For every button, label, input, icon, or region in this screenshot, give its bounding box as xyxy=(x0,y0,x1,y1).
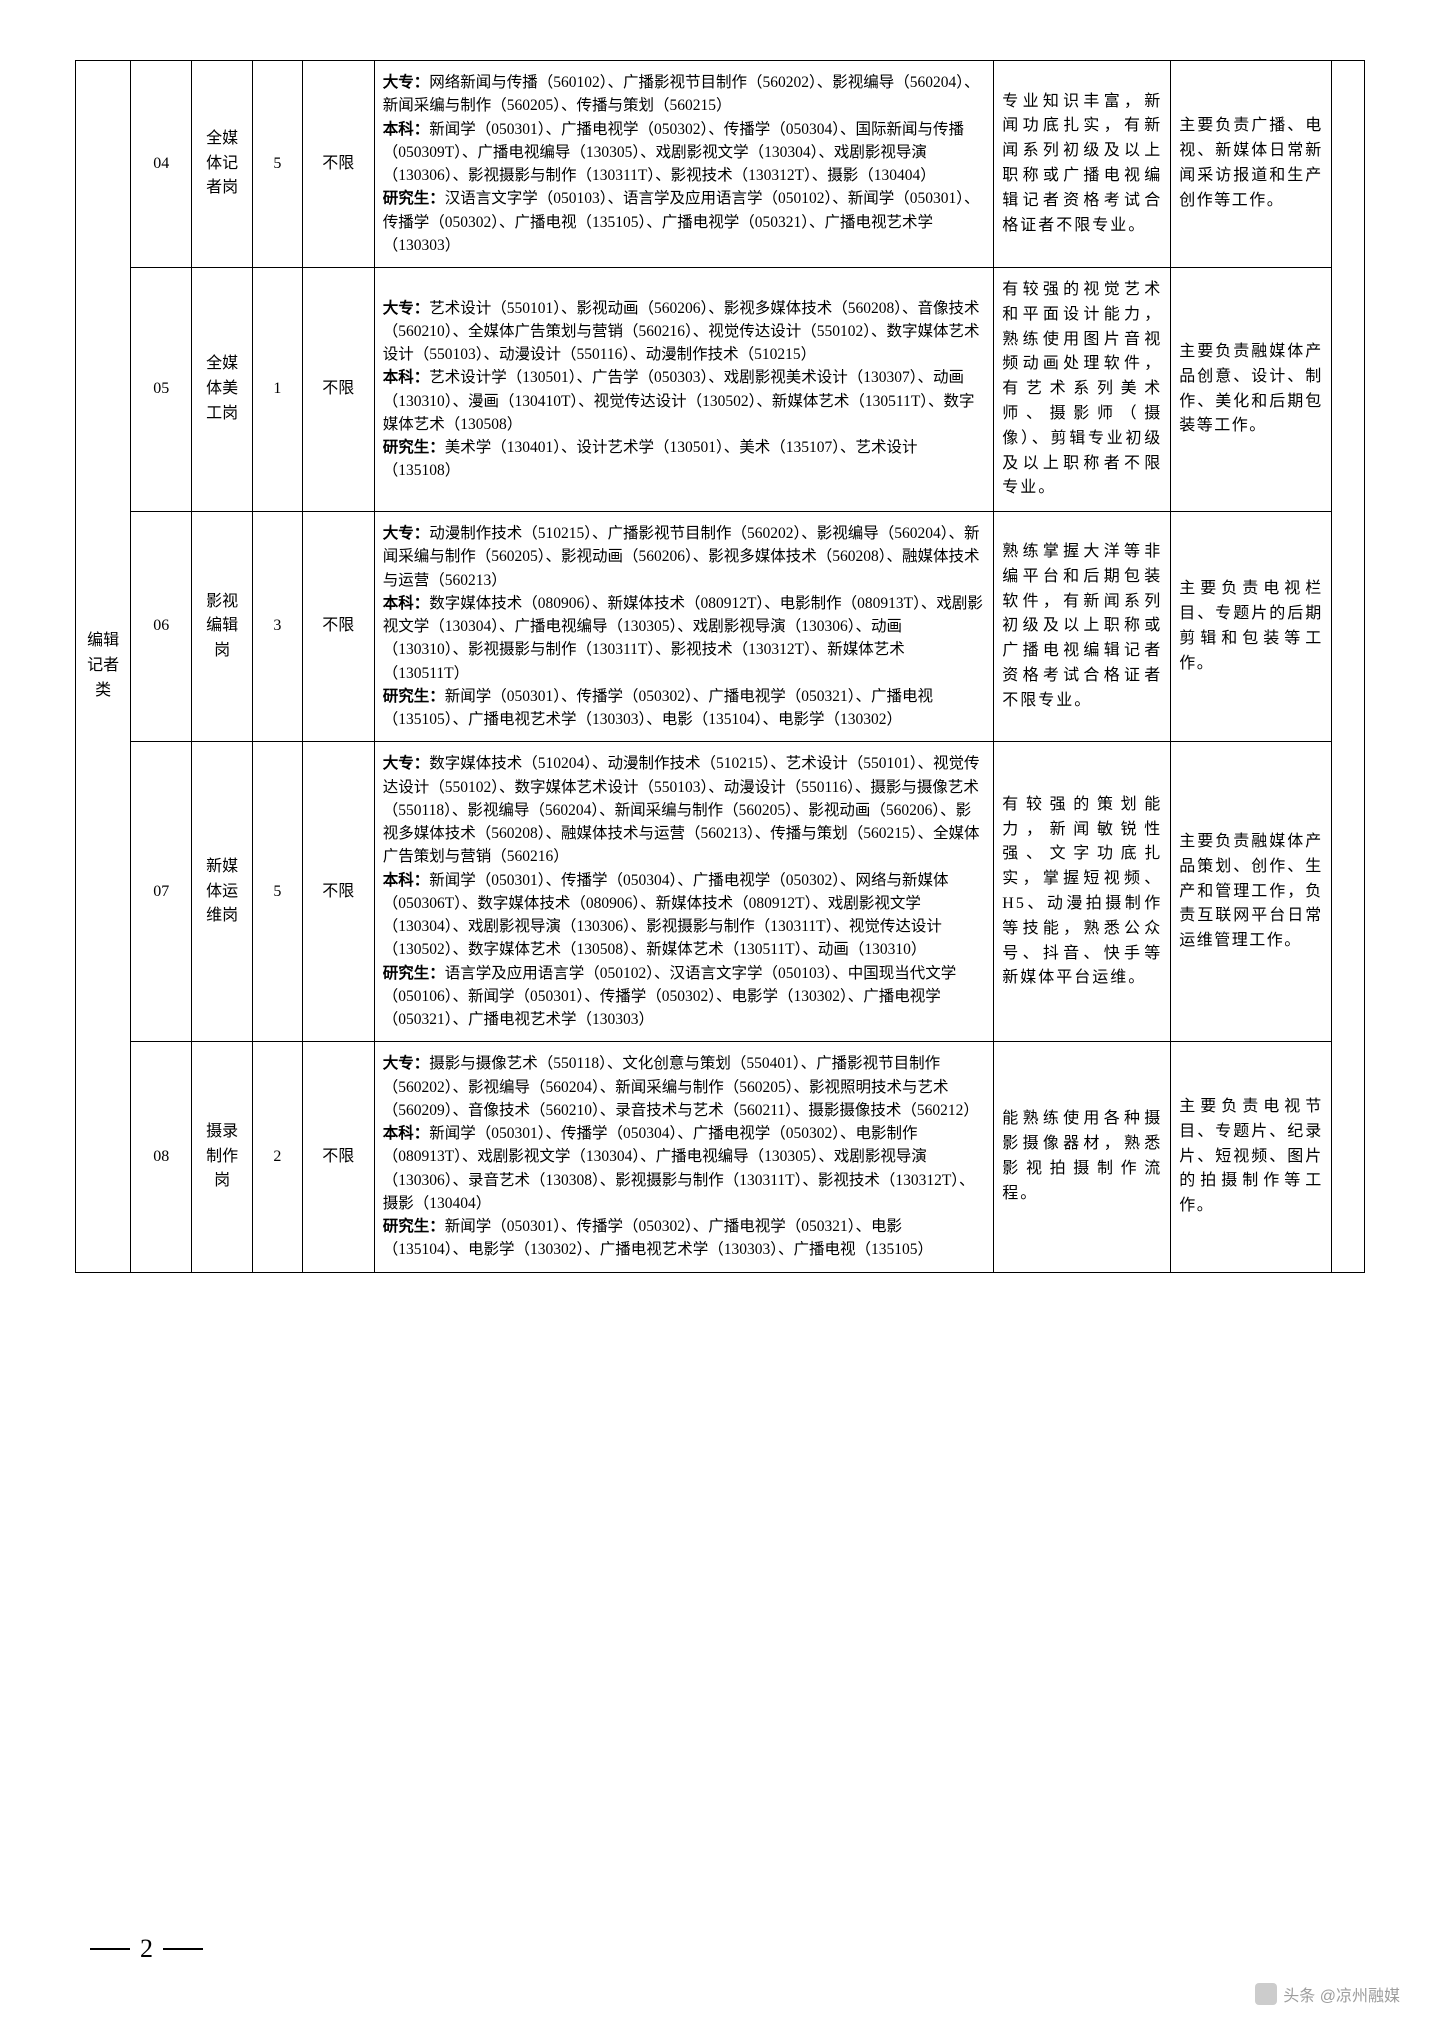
post-cell: 全媒体美工岗 xyxy=(192,268,253,512)
limit-cell: 不限 xyxy=(302,512,374,742)
requirements-cell: 大专：摄影与摄像艺术（550118）、文化创意与策划（550401）、广播影视节… xyxy=(374,1042,994,1272)
watermark-text: 头条 @凉州融媒 xyxy=(1283,1982,1400,2006)
code-cell: 07 xyxy=(131,742,192,1042)
page-number-value: 2 xyxy=(140,1934,153,1964)
limit-cell: 不限 xyxy=(302,268,374,512)
post-cell: 影视编辑岗 xyxy=(192,512,253,742)
num-cell: 2 xyxy=(253,1042,303,1272)
duty-cell: 主要负责广播、电视、新媒体日常新闻采访报道和生产创作等工作。 xyxy=(1171,61,1331,268)
trailing-cell xyxy=(1331,61,1364,1273)
document-page: 编辑记者类04全媒体记者岗5不限大专：网络新闻与传播（560102）、广播影视节… xyxy=(0,0,1440,2034)
num-cell: 5 xyxy=(253,61,303,268)
table-row: 08摄录制作岗2不限大专：摄影与摄像艺术（550118）、文化创意与策划（550… xyxy=(76,1042,1365,1272)
other-cell: 熟练掌握大洋等非编平台和后期包装软件，有新闻系列初级及以上职称或广播电视编辑记者… xyxy=(994,512,1171,742)
table-row: 06影视编辑岗3不限大专：动漫制作技术（510215）、广播影视节目制作（560… xyxy=(76,512,1365,742)
duty-cell: 主要负责融媒体产品策划、创作、生产和管理工作，负责互联网平台日常运维管理工作。 xyxy=(1171,742,1331,1042)
post-cell: 摄录制作岗 xyxy=(192,1042,253,1272)
code-cell: 05 xyxy=(131,268,192,512)
code-cell: 08 xyxy=(131,1042,192,1272)
limit-cell: 不限 xyxy=(302,61,374,268)
num-cell: 3 xyxy=(253,512,303,742)
watermark: 头条 @凉州融媒 xyxy=(1255,1982,1400,2006)
duty-cell: 主要负责电视栏目、专题片的后期剪辑和包装等工作。 xyxy=(1171,512,1331,742)
num-cell: 5 xyxy=(253,742,303,1042)
page-number: 2 xyxy=(90,1934,203,1964)
table-row: 07新媒体运维岗5不限大专：数字媒体技术（510204）、动漫制作技术（5102… xyxy=(76,742,1365,1042)
requirements-cell: 大专：艺术设计（550101）、影视动画（560206）、影视多媒体技术（560… xyxy=(374,268,994,512)
watermark-icon xyxy=(1255,1983,1277,2005)
post-cell: 新媒体运维岗 xyxy=(192,742,253,1042)
requirements-cell: 大专：动漫制作技术（510215）、广播影视节目制作（560202）、影视编导（… xyxy=(374,512,994,742)
table-row: 编辑记者类04全媒体记者岗5不限大专：网络新闻与传播（560102）、广播影视节… xyxy=(76,61,1365,268)
other-cell: 专业知识丰富，新闻功底扎实，有新闻系列初级及以上职称或广播电视编辑记者资格考试合… xyxy=(994,61,1171,268)
duty-cell: 主要负责融媒体产品创意、设计、制作、美化和后期包装等工作。 xyxy=(1171,268,1331,512)
other-cell: 有较强的视觉艺术和平面设计能力，熟练使用图片音视频动画处理软件，有艺术系列美术师… xyxy=(994,268,1171,512)
job-table: 编辑记者类04全媒体记者岗5不限大专：网络新闻与传播（560102）、广播影视节… xyxy=(75,60,1365,1273)
code-cell: 04 xyxy=(131,61,192,268)
other-cell: 有较强的策划能力，新闻敏锐性强、文字功底扎实，掌握短视频、H5、动漫拍摄制作等技… xyxy=(994,742,1171,1042)
limit-cell: 不限 xyxy=(302,1042,374,1272)
requirements-cell: 大专：数字媒体技术（510204）、动漫制作技术（510215）、艺术设计（55… xyxy=(374,742,994,1042)
code-cell: 06 xyxy=(131,512,192,742)
limit-cell: 不限 xyxy=(302,742,374,1042)
category-cell: 编辑记者类 xyxy=(76,61,131,1273)
duty-cell: 主要负责电视节目、专题片、纪录片、短视频、图片的拍摄制作等工作。 xyxy=(1171,1042,1331,1272)
post-cell: 全媒体记者岗 xyxy=(192,61,253,268)
other-cell: 能熟练使用各种摄影摄像器材，熟悉影视拍摄制作流程。 xyxy=(994,1042,1171,1272)
table-row: 05全媒体美工岗1不限大专：艺术设计（550101）、影视动画（560206）、… xyxy=(76,268,1365,512)
num-cell: 1 xyxy=(253,268,303,512)
requirements-cell: 大专：网络新闻与传播（560102）、广播影视节目制作（560202）、影视编导… xyxy=(374,61,994,268)
